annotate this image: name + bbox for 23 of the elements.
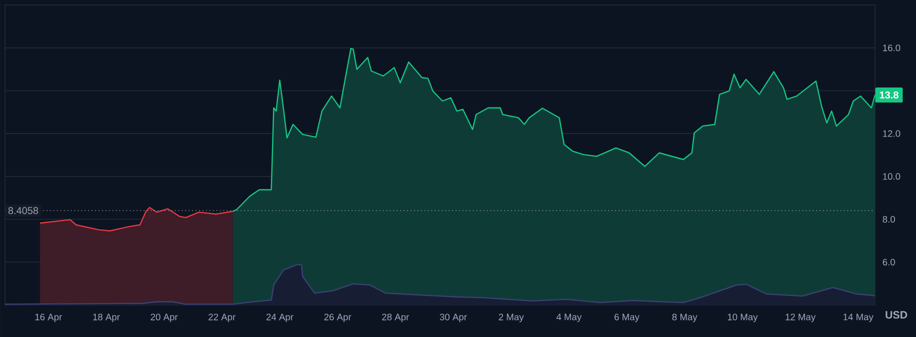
- x-tick-label: 12 May: [786, 314, 816, 322]
- x-tick-label: 30 Apr: [440, 314, 467, 322]
- x-tick-label: 22 Apr: [208, 314, 236, 322]
- x-tick-label: 10 May: [728, 314, 758, 322]
- ref-line-label: 8.4058: [8, 207, 38, 214]
- y-tick-label: 6.0: [882, 258, 895, 266]
- x-tick-label: 26 Apr: [324, 314, 352, 322]
- y-tick-label: 16.0: [883, 44, 900, 52]
- x-tick-label: 2 May: [498, 314, 524, 322]
- y-tick-label: 10.0: [883, 173, 900, 180]
- x-tick-label: 8 May: [672, 314, 698, 322]
- x-tick-label: 4 May: [556, 314, 582, 322]
- x-tick-label: 18 Apr: [93, 314, 120, 322]
- annotation: 13.8: [880, 91, 898, 99]
- x-tick-label: 20 Apr: [150, 314, 178, 322]
- x-tick-label: 24 Apr: [266, 314, 294, 322]
- x-tick-label: 6 May: [614, 314, 640, 322]
- x-tick-label: 16 Apr: [35, 314, 62, 322]
- x-tick-label: 14 May: [844, 314, 874, 322]
- x-tick-label: 28 Apr: [382, 314, 409, 322]
- y-axis-title: USD: [886, 311, 908, 319]
- y-tick-label: 12.0: [883, 130, 900, 137]
- y-tick-label: 8.0: [882, 216, 895, 223]
